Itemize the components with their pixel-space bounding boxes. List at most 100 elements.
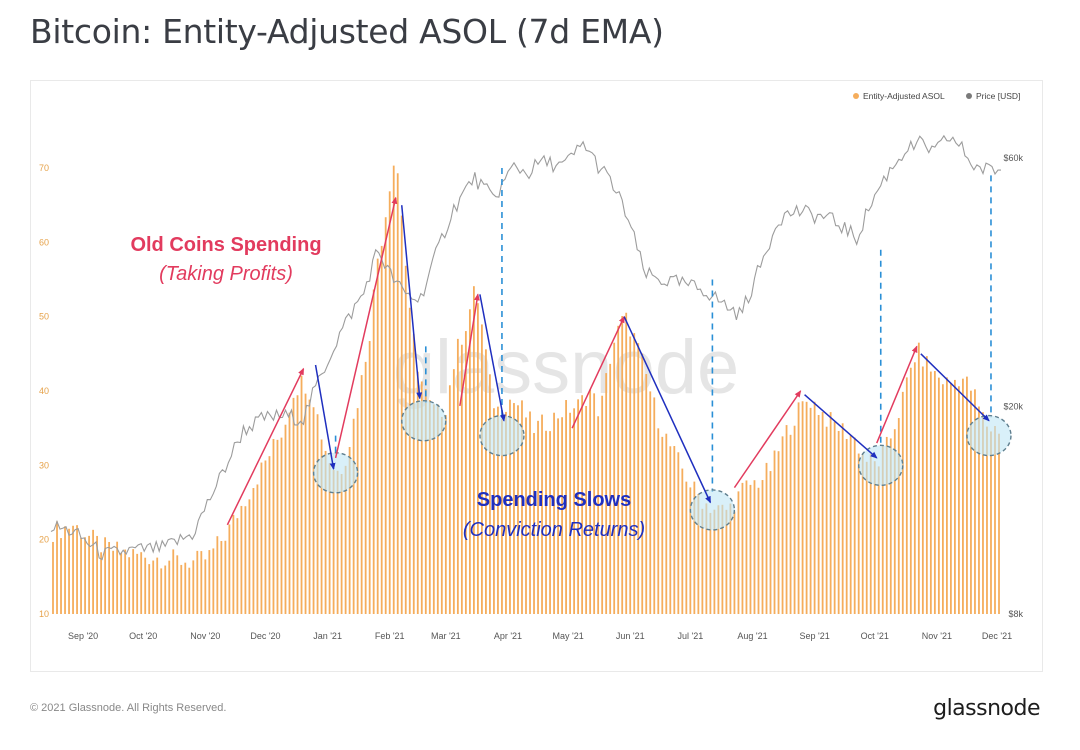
watermark-text: glassnode — [393, 325, 740, 410]
asol-bar — [204, 559, 207, 614]
asol-bar — [180, 564, 183, 614]
asol-bar — [601, 395, 604, 614]
asol-bar — [577, 399, 580, 614]
asol-bar — [184, 562, 187, 614]
asol-bar — [958, 386, 960, 614]
asol-bar — [929, 371, 932, 614]
asol-bar — [865, 461, 868, 614]
asol-bar — [368, 341, 371, 614]
x-tick-label: May '21 — [552, 631, 583, 641]
asol-bar — [124, 549, 127, 614]
asol-bar — [905, 377, 908, 614]
old-coins-label: Old Coins Spending — [130, 234, 321, 256]
asol-bar — [713, 509, 716, 614]
y-left-tick-label: 30 — [39, 460, 49, 470]
asol-bar — [805, 401, 808, 614]
asol-bar — [144, 557, 147, 614]
asol-bar — [284, 424, 287, 614]
asol-bar — [252, 488, 255, 614]
asol-bar — [945, 377, 948, 614]
asol-bar — [966, 376, 968, 614]
up-arrow — [571, 315, 625, 429]
up-arrow — [334, 196, 398, 459]
price-line — [50, 134, 1001, 561]
asol-bar — [312, 407, 315, 614]
asol-bar — [489, 374, 491, 614]
asol-bar — [861, 453, 864, 614]
asol-bar — [260, 462, 263, 614]
asol-bar — [472, 286, 475, 614]
asol-bar — [641, 353, 644, 614]
asol-bar — [553, 412, 555, 614]
asol-bar — [589, 389, 592, 614]
asol-bar — [460, 344, 463, 614]
asol-bar — [597, 416, 600, 614]
down-arrow — [623, 316, 712, 504]
asol-bar — [853, 437, 856, 614]
spending-slows-sublabel: (Conviction Returns) — [463, 519, 645, 541]
asol-bar — [364, 361, 367, 614]
asol-bar — [833, 421, 836, 614]
asol-bar — [777, 451, 780, 614]
asol-bar — [236, 518, 239, 614]
x-tick-label: Sep '21 — [799, 631, 829, 641]
asol-bar — [605, 373, 608, 614]
asol-bar — [649, 391, 652, 614]
asol-bar — [264, 460, 267, 614]
asol-bar — [689, 487, 692, 614]
down-arrow — [804, 394, 878, 459]
asol-bar — [296, 395, 299, 614]
x-tick-label: Dec '21 — [982, 631, 1012, 641]
highlight-circle — [312, 452, 359, 494]
asol-bar — [444, 415, 447, 614]
asol-bar — [328, 463, 331, 614]
asol-bar — [501, 419, 503, 614]
asol-bar — [557, 418, 559, 614]
asol-bar — [573, 408, 575, 614]
asol-bar — [897, 418, 900, 614]
asol-bar — [468, 309, 471, 614]
asol-bar — [821, 411, 824, 614]
asol-bar — [72, 525, 74, 614]
y-right-tick-label: $8k — [1008, 609, 1023, 619]
asol-bar — [152, 560, 155, 614]
asol-bar — [685, 481, 688, 614]
y-left-tick-label: 60 — [39, 237, 49, 247]
asol-bar — [420, 381, 423, 614]
asol-bar — [669, 446, 672, 614]
asol-bar — [220, 541, 223, 614]
asol-bar — [978, 406, 980, 614]
asol-bar — [925, 356, 928, 614]
asol-bar — [909, 367, 912, 614]
asol-bar — [228, 524, 231, 614]
asol-bar — [849, 435, 852, 614]
asol-bar — [64, 526, 66, 614]
asol-bar — [216, 536, 219, 614]
asol-bar — [448, 385, 451, 614]
asol-bar — [116, 541, 119, 614]
asol-bar — [340, 473, 343, 614]
asol-bar — [717, 505, 720, 614]
asol-bar — [408, 307, 411, 614]
asol-bar — [136, 553, 139, 614]
up-arrow — [876, 345, 918, 444]
asol-bar — [120, 552, 123, 614]
asol-bar — [813, 401, 816, 614]
down-arrow — [920, 353, 990, 422]
asol-bar — [128, 557, 131, 614]
asol-bar — [332, 469, 335, 614]
asol-bar — [304, 393, 307, 614]
asol-bar — [990, 431, 992, 614]
asol-bar — [621, 316, 624, 614]
asol-bar — [525, 417, 527, 614]
x-tick-label: Feb '21 — [375, 631, 405, 641]
asol-bar — [92, 529, 94, 614]
asol-bar — [380, 245, 383, 615]
copyright-text: © 2021 Glassnode. All Rights Reserved. — [30, 702, 227, 714]
asol-bar — [541, 414, 543, 614]
asol-bar — [497, 406, 499, 614]
spending-slows-label: Spending Slows — [477, 489, 631, 511]
asol-bar — [412, 333, 415, 614]
asol-bar — [192, 560, 195, 614]
asol-bar — [384, 217, 387, 615]
